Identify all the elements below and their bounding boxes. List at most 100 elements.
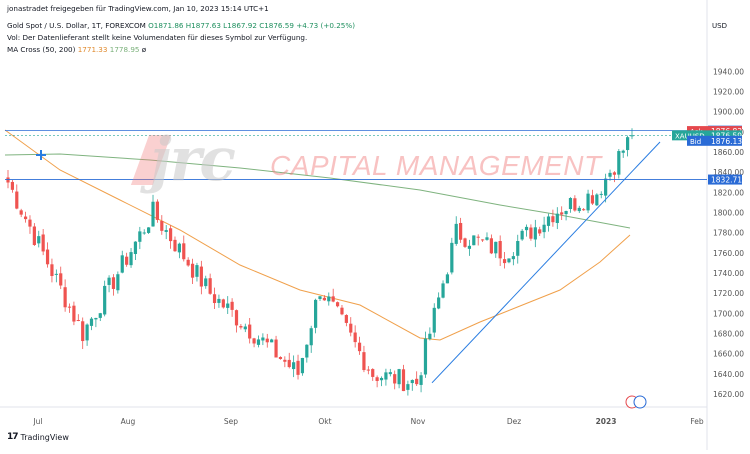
candle-body: [630, 135, 634, 137]
candle-body: [410, 380, 414, 384]
trend-line: [431, 141, 661, 384]
candle-body: [617, 151, 621, 175]
candle-body: [489, 238, 493, 254]
tradingview-footer[interactable]: 17 TradingView: [7, 432, 69, 442]
candle-body: [608, 172, 612, 177]
candle-body: [186, 259, 190, 266]
price-tag-value: 1876.13: [711, 137, 742, 146]
candle-body: [239, 326, 243, 328]
candle-body: [234, 310, 239, 326]
candle-body: [168, 228, 173, 242]
candle-body: [507, 258, 511, 263]
candle-body: [621, 150, 625, 153]
candle-body: [15, 191, 19, 209]
ma-settings-symbol[interactable]: ø: [141, 45, 147, 54]
candle-body: [217, 298, 221, 303]
candle-body: [494, 241, 498, 254]
candle-body: [568, 198, 573, 210]
ma-cross-legend[interactable]: MA Cross (50, 200) 1771.33 1778.95 ø: [7, 45, 146, 54]
candle-body: [19, 210, 23, 215]
candle-body: [327, 296, 331, 302]
candle-body: [485, 237, 489, 240]
candle-body: [45, 249, 50, 265]
candle-body: [375, 377, 379, 381]
price-tag-bg: [708, 174, 742, 185]
candle-body: [195, 265, 199, 277]
watermark-text: CAPITAL MANAGEMENT: [270, 150, 602, 181]
candle-body: [586, 193, 590, 211]
candle-body: [309, 328, 313, 346]
candle-body: [546, 216, 551, 226]
candle-body: [59, 273, 63, 286]
y-tick-label: 1900.00: [713, 108, 744, 117]
price-tag-label-bg: [672, 130, 708, 141]
ma-50-line: [4, 129, 631, 341]
candle-body: [542, 224, 546, 233]
candle-body: [314, 299, 318, 328]
x-tick-label: Nov: [411, 417, 426, 426]
candle-body: [432, 307, 436, 333]
candle-body: [349, 323, 353, 333]
candle-body: [379, 377, 384, 381]
y-tick-label: 1760.00: [713, 249, 744, 258]
candle-body: [401, 369, 406, 392]
symbol-line: Gold Spot / U.S. Dollar, 1T, FOREXCOM O1…: [7, 21, 355, 30]
y-tick-label: 1640.00: [713, 370, 744, 379]
candle-body: [98, 313, 102, 318]
candle-body: [287, 359, 291, 368]
candle-body: [85, 324, 89, 341]
event-flag-icon: [633, 395, 647, 409]
candle-body: [502, 259, 507, 264]
candle-body: [256, 339, 261, 345]
candle-body: [551, 216, 555, 223]
y-tick-label: 1820.00: [713, 188, 744, 197]
candle-body: [612, 172, 617, 175]
candle-body: [199, 266, 203, 287]
candle-body: [331, 296, 335, 302]
y-tick-label: 1720.00: [713, 289, 744, 298]
candle-body: [116, 274, 120, 291]
candle-body: [472, 235, 476, 246]
tradingview-logo-icon: 17: [7, 432, 18, 442]
candle-body: [129, 252, 133, 266]
candle-body: [248, 324, 252, 339]
candle-body: [520, 230, 524, 240]
candle-body: [428, 333, 432, 340]
candle-body: [335, 302, 340, 307]
candle-body: [76, 320, 80, 322]
candle-body: [366, 369, 370, 371]
candle-body: [28, 219, 32, 227]
cross-marker-icon: [36, 150, 46, 160]
symbol-title[interactable]: Gold Spot / U.S. Dollar, 1T, FOREXCOM: [7, 21, 146, 30]
candle-body: [230, 301, 234, 310]
price-tag-label: Bid: [690, 138, 701, 146]
candle-body: [384, 372, 388, 380]
candle-body: [212, 294, 217, 304]
candle-body: [173, 239, 177, 252]
candle-body: [555, 213, 559, 224]
candle-body: [480, 239, 485, 241]
candle-body: [450, 242, 454, 273]
y-tick-label: 1700.00: [713, 309, 744, 318]
candle-body: [265, 338, 269, 343]
candle-body: [41, 234, 45, 252]
candle-body: [23, 216, 28, 220]
candle-body: [120, 255, 124, 273]
candle-body: [573, 198, 577, 211]
candle-body: [595, 194, 599, 206]
candle-body: [300, 357, 305, 374]
candle-body: [274, 339, 278, 358]
candle-body: [604, 178, 608, 196]
tradingview-brand: TradingView: [20, 432, 69, 442]
x-tick-label: Jul: [32, 417, 42, 426]
candle-body: [305, 344, 309, 358]
candle-body: [94, 317, 98, 320]
candle-body: [107, 277, 111, 285]
candle-body: [278, 357, 283, 360]
candle-body: [463, 238, 467, 247]
y-tick-label: 1940.00: [713, 67, 744, 76]
candle-body: [590, 195, 595, 204]
candle-body: [50, 264, 54, 276]
